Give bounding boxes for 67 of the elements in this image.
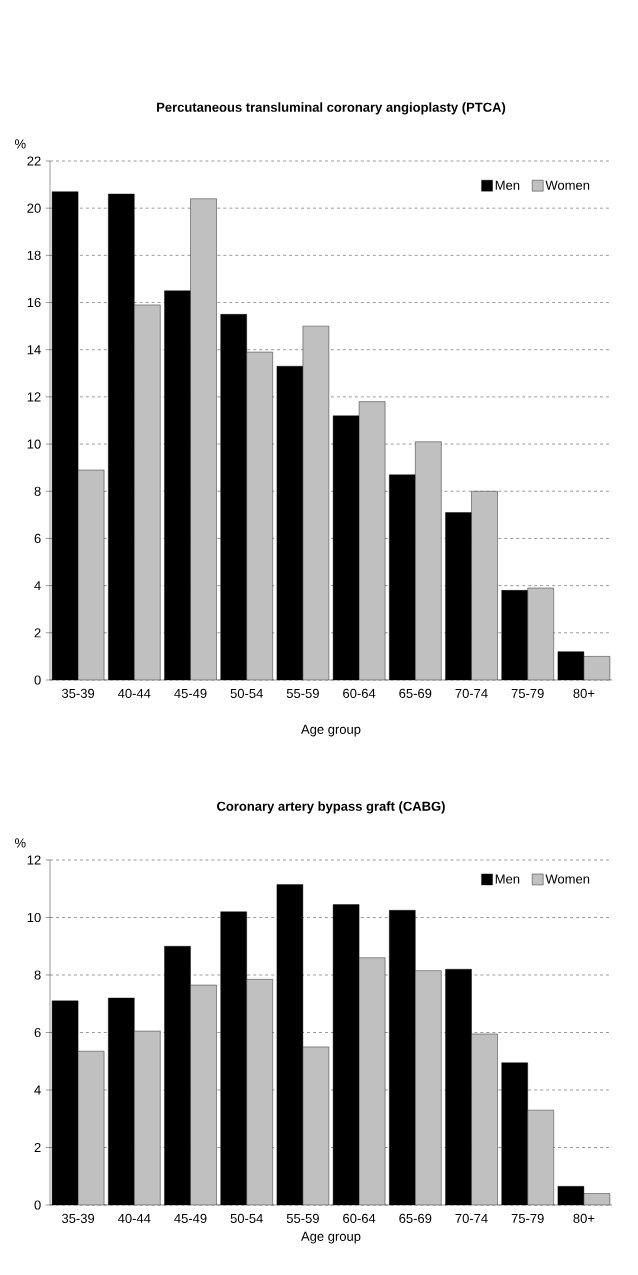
x-tick-label: 55-59 xyxy=(286,1213,319,1223)
legend-label: Men xyxy=(495,874,520,884)
y-tick-label: 12 xyxy=(27,855,41,865)
bar xyxy=(78,1051,105,1205)
y-tick-label: 10 xyxy=(27,912,41,923)
bar xyxy=(527,1110,554,1205)
bar xyxy=(359,401,386,680)
bar xyxy=(471,1033,498,1205)
y-tick-label: 16 xyxy=(27,297,41,308)
y-tick-label: 0 xyxy=(34,1200,41,1210)
x-tick-label: 75-79 xyxy=(511,688,544,698)
x-tick-label: 60-64 xyxy=(343,688,376,698)
x-tick-label: 50-54 xyxy=(230,1213,263,1223)
bar xyxy=(302,326,329,680)
y-tick-label: 0 xyxy=(34,675,41,685)
legend-label: Women xyxy=(545,180,590,190)
legend-label: Women xyxy=(545,874,590,884)
y-tick-label: 14 xyxy=(27,345,41,355)
y-tick-label: 6 xyxy=(34,1027,41,1038)
bar xyxy=(527,587,554,680)
bar xyxy=(246,979,273,1205)
x-tick-label: 40-44 xyxy=(117,1213,151,1223)
bar xyxy=(134,304,161,680)
y-axis-title: % xyxy=(15,139,26,149)
bar xyxy=(415,441,442,680)
chart-title: Coronary artery bypass graft (CABG) xyxy=(217,801,445,814)
bar xyxy=(78,470,105,680)
x-tick-label: 60-64 xyxy=(343,1213,376,1223)
y-tick-label: 8 xyxy=(34,486,41,496)
bar xyxy=(134,1031,161,1205)
x-tick-label: 80+ xyxy=(573,688,595,698)
x-axis-title: Age group xyxy=(301,724,361,737)
x-tick-label: 70-74 xyxy=(455,1213,488,1223)
x-tick-label: 70-74 xyxy=(455,688,488,698)
y-tick-label: 20 xyxy=(27,203,41,213)
y-tick-label: 10 xyxy=(27,439,41,449)
y-tick-label: 2 xyxy=(34,1142,41,1153)
y-tick-label: 22 xyxy=(27,156,41,166)
bar xyxy=(471,491,498,680)
x-tick-label: 65-69 xyxy=(399,688,432,698)
bar xyxy=(302,1046,329,1205)
x-tick-label: 55-59 xyxy=(286,688,319,698)
y-axis-title: % xyxy=(15,838,26,848)
y-tick-label: 12 xyxy=(27,392,41,402)
y-tick-label: 2 xyxy=(34,628,41,638)
x-tick-label: 35-39 xyxy=(61,1213,95,1223)
x-tick-label: 75-79 xyxy=(511,1213,544,1223)
chart-title: Percutaneous transluminal coronary angioplasty (PTCA) xyxy=(157,102,506,115)
y-tick-label: 18 xyxy=(27,250,41,260)
x-tick-label: 45-49 xyxy=(174,1213,207,1223)
y-tick-label: 4 xyxy=(34,1085,41,1095)
bar xyxy=(246,352,273,680)
y-tick-label: 6 xyxy=(34,533,41,544)
x-tick-label: 35-39 xyxy=(61,688,95,698)
x-tick-label: 50-54 xyxy=(230,688,263,698)
x-tick-label: 45-49 xyxy=(174,688,207,698)
x-axis-title: Age group xyxy=(301,1231,361,1244)
bar xyxy=(190,985,217,1205)
y-tick-label: 4 xyxy=(34,581,41,591)
y-tick-label: 8 xyxy=(34,970,41,980)
x-tick-label: 65-69 xyxy=(399,1213,432,1223)
legend-label: Men xyxy=(495,180,520,190)
bar xyxy=(190,198,217,680)
bar xyxy=(359,957,386,1205)
x-tick-label: 80+ xyxy=(573,1213,595,1223)
x-tick-label: 40-44 xyxy=(117,688,151,698)
bar xyxy=(415,970,442,1205)
